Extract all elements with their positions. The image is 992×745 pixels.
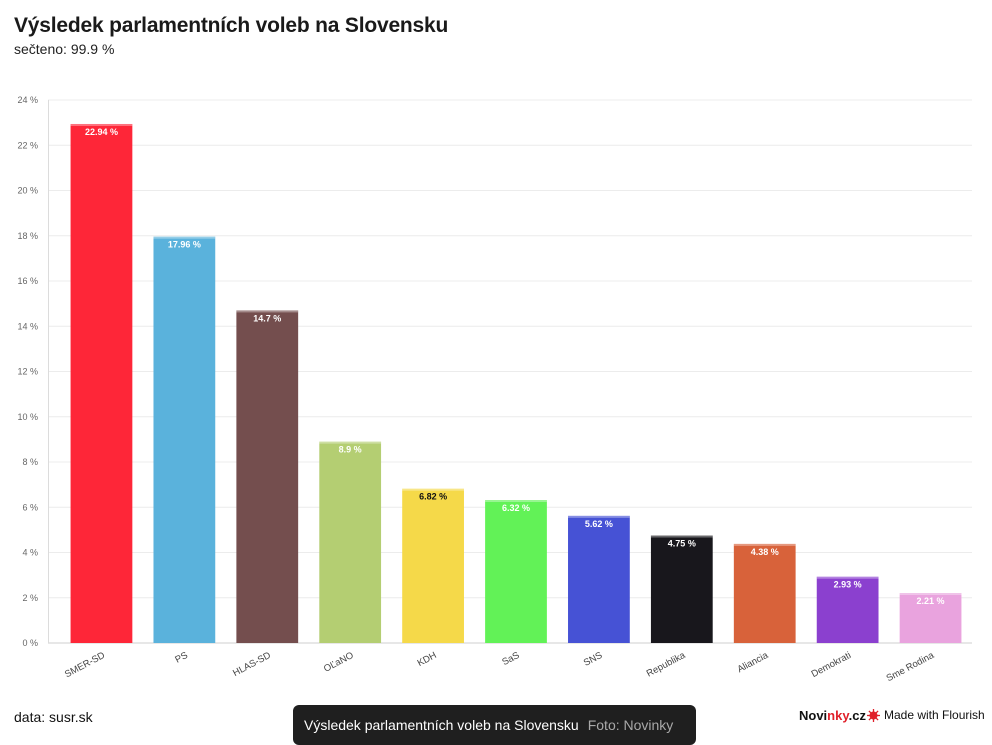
x-tick-label: PS xyxy=(173,650,189,666)
bar-top-edge xyxy=(153,236,216,239)
bar-top-edge xyxy=(319,441,382,444)
y-tick-label: 0 % xyxy=(22,638,38,648)
data-label: 2.21 % xyxy=(917,596,945,606)
chart-title: Výsledek parlamentních voleb na Slovensk… xyxy=(14,14,449,37)
x-tick-label: Republika xyxy=(645,650,688,680)
image-caption: Výsledek parlamentních voleb na Slovensk… xyxy=(293,705,696,745)
bar xyxy=(319,441,382,643)
bar-top-edge xyxy=(402,488,464,491)
chart-subtitle: sečteno: 99.9 % xyxy=(14,41,115,57)
data-label: 17.96 % xyxy=(168,240,201,250)
x-tick-label: Demokrati xyxy=(810,650,853,680)
bar xyxy=(236,310,299,643)
bar xyxy=(70,123,133,644)
y-tick-label: 16 % xyxy=(17,276,38,286)
data-label: 22.94 % xyxy=(85,127,118,137)
x-tick-label: HLAS-SD xyxy=(231,650,273,679)
x-tick-label: KDH xyxy=(416,650,439,669)
x-tick-label: SaS xyxy=(500,650,521,668)
y-tick-label: 10 % xyxy=(17,412,38,422)
x-tick-label: Aliancia xyxy=(736,650,771,676)
bar xyxy=(899,592,962,643)
data-label: 6.82 % xyxy=(419,492,447,502)
bar xyxy=(733,543,796,643)
x-tick-label: SMER-SD xyxy=(63,650,107,680)
y-tick-label: 14 % xyxy=(17,321,38,331)
caption-credit: Foto: Novinky xyxy=(587,717,674,733)
novinky-logo[interactable]: Novinky.cz xyxy=(799,708,866,723)
caption-title: Výsledek parlamentních voleb na Slovensk… xyxy=(304,717,579,733)
bar-top-edge xyxy=(899,592,962,595)
flourish-credit[interactable]: Made with Flourish xyxy=(867,708,985,722)
brand-part3: .cz xyxy=(848,708,866,723)
brand-part2: nky xyxy=(827,708,849,723)
bar-top-edge xyxy=(568,515,630,518)
y-tick-label: 20 % xyxy=(17,186,38,196)
y-tick-label: 22 % xyxy=(17,140,38,150)
bar xyxy=(153,236,216,643)
x-tick-label: OĽaNO xyxy=(322,650,356,675)
bar-top-edge xyxy=(485,500,547,503)
bar-chart: 0 % 2 % 4 % 6 % 8 % 10 % 12 % 14 % 16 % 18 % 20 % 2… xyxy=(17,95,972,685)
data-source: data: susr.sk xyxy=(14,709,93,725)
brand-part1: Novi xyxy=(799,708,828,723)
bar-top-edge xyxy=(733,543,796,546)
bar-top-edge xyxy=(650,535,713,538)
bar xyxy=(650,535,713,643)
y-tick-label: 12 % xyxy=(17,367,38,377)
bar xyxy=(485,500,547,643)
bar xyxy=(568,515,630,643)
y-tick-label: 2 % xyxy=(22,593,38,603)
flourish-label: Made with Flourish xyxy=(884,708,985,722)
data-label: 4.75 % xyxy=(668,539,696,549)
data-label: 6.32 % xyxy=(502,503,530,513)
y-tick-label: 6 % xyxy=(22,502,38,512)
y-tick-label: 8 % xyxy=(22,457,38,467)
bar-top-edge xyxy=(70,123,133,126)
data-label: 8.9 % xyxy=(339,445,362,455)
y-tick-label: 18 % xyxy=(17,231,38,241)
x-tick-label: SNS xyxy=(582,650,604,669)
bar xyxy=(402,488,464,643)
data-label: 2.93 % xyxy=(834,580,862,590)
bar xyxy=(816,576,879,643)
flourish-icon xyxy=(867,708,880,722)
data-label: 4.38 % xyxy=(751,547,779,557)
data-label: 14.7 % xyxy=(253,313,281,323)
bar-top-edge xyxy=(236,310,299,313)
y-tick-label: 24 % xyxy=(17,95,38,105)
data-label: 5.62 % xyxy=(585,519,613,529)
x-tick-label: Sme Rodina xyxy=(885,650,937,685)
y-tick-label: 4 % xyxy=(22,548,38,558)
bar-top-edge xyxy=(816,576,879,579)
